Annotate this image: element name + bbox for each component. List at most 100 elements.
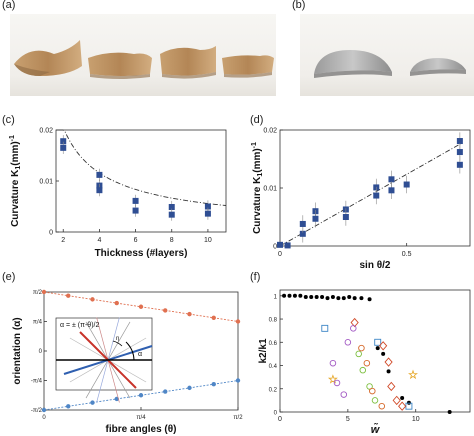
f-point-dot	[347, 294, 352, 299]
f-point-diamond	[384, 357, 393, 367]
photo-curled-newspaper	[300, 14, 474, 96]
f-ytick-label: 0.8	[269, 318, 278, 324]
panel-label-f: (f)	[250, 271, 261, 283]
e-data-point-0	[90, 297, 95, 302]
e-data-point-1	[114, 396, 119, 402]
e-inset-equation: α = ± (π-θ)/2	[60, 322, 99, 329]
e-inset-arc-alpha	[125, 341, 135, 361]
d-data-point	[312, 215, 319, 222]
e-inset-ray	[85, 321, 131, 399]
f-point-diamond	[398, 401, 407, 411]
photo-curled-sheets	[10, 14, 276, 96]
f-point-circle	[355, 350, 362, 358]
f-point-dot	[341, 296, 346, 301]
panel-label-b: (b)	[292, 0, 306, 11]
e-data-point-0	[187, 311, 192, 317]
f-point-dot	[292, 293, 297, 298]
e-data-point-0	[41, 289, 47, 295]
f-axes-frame	[279, 289, 471, 413]
panel-label-a: (a)	[2, 0, 16, 11]
d-ytick-label: 0.01	[263, 186, 277, 193]
d-ytick-label: 0	[273, 244, 277, 251]
d-data-point	[456, 138, 463, 145]
e-inset-ray	[96, 317, 120, 403]
f-point-square	[321, 324, 329, 332]
panel-label-d: (d)	[250, 114, 264, 126]
f-point-dot	[336, 296, 341, 301]
f-point-diamond	[379, 341, 388, 351]
e-data-point-0	[114, 300, 119, 306]
e-inset-frame	[55, 317, 153, 391]
d-data-point	[277, 241, 283, 248]
e-data-point-1	[187, 385, 192, 391]
e-inset-ray	[96, 317, 120, 403]
c-data-point	[132, 197, 139, 204]
c-data-point	[96, 182, 103, 189]
f-point-dot	[400, 396, 405, 401]
f-point-circle	[350, 325, 357, 332]
f-point-dot	[447, 410, 452, 414]
f-point-dot	[367, 297, 372, 302]
e-inset-red-line	[79, 331, 137, 389]
c-xtick-label: 2	[61, 237, 65, 244]
f-point-circle	[369, 387, 376, 395]
d-axes-frame	[279, 129, 471, 247]
f-point-dot	[406, 400, 411, 405]
f-point-square	[374, 338, 382, 346]
d-xtick-label: 0.5	[402, 251, 412, 258]
d-ytick-label: 0.02	[263, 128, 277, 135]
d-data-point	[299, 230, 306, 237]
f-point-circle	[329, 359, 337, 367]
e-inset-blue-line	[63, 345, 153, 375]
f-point-circle	[344, 339, 352, 346]
f-xlabel: w̃	[371, 423, 381, 436]
e-data-point-1	[90, 400, 95, 405]
f-point-diamond	[350, 317, 359, 328]
c-fit-curve	[58, 129, 227, 206]
f-point-dot	[282, 293, 287, 298]
c-data-point	[96, 187, 103, 194]
c-xtick-label: 8	[170, 237, 174, 244]
c-data-point	[168, 211, 175, 218]
f-point-diamond	[392, 395, 401, 406]
f-point-dot	[386, 369, 391, 374]
e-data-point-1	[163, 389, 168, 394]
c-ytick-label: 0	[49, 230, 53, 237]
e-data-point-1	[66, 404, 71, 409]
d-data-point	[342, 214, 349, 220]
d-xlabel: sin θ/2	[360, 260, 391, 271]
d-xtick-label: 0	[278, 251, 282, 258]
d-data-point	[403, 181, 410, 188]
e-data-point-1	[41, 407, 47, 413]
f-point-circle	[378, 402, 386, 410]
c-xlabel: Thickness (#layers)	[95, 248, 188, 259]
c-xtick-label: 10	[204, 237, 212, 244]
panel-label-c: (c)	[2, 114, 15, 126]
f-ytick-label: 1	[274, 294, 278, 300]
f-point-circle	[333, 379, 341, 387]
f-point-dot	[325, 296, 330, 301]
e-ytick-label: π/2	[33, 290, 43, 296]
e-data-point-0	[163, 308, 168, 313]
c-data-point	[132, 207, 139, 214]
c-axes-frame	[55, 129, 227, 233]
f-xtick-label: 10	[412, 416, 420, 423]
e-ytick-label: 0	[39, 349, 43, 355]
f-ylabel: k2/k1	[258, 338, 269, 363]
e-xtick-label: π/4	[136, 415, 146, 421]
d-ylabel: Curvature K1(mm)-1	[251, 142, 264, 234]
f-point-diamond	[387, 381, 396, 392]
d-data-point	[373, 192, 380, 199]
e-ytick-label: π/4	[33, 320, 43, 326]
e-data-point-0	[138, 304, 144, 309]
e-series-line-0	[43, 291, 239, 322]
f-point-dot	[330, 294, 335, 299]
c-xtick-label: 6	[134, 237, 138, 244]
d-data-point	[456, 161, 463, 168]
e-series-line-1	[43, 380, 239, 411]
e-inset-ray	[85, 321, 131, 399]
c-data-point	[60, 138, 67, 145]
c-data-point	[96, 171, 103, 178]
f-point-dot	[352, 296, 357, 301]
f-point-circle	[371, 397, 379, 404]
